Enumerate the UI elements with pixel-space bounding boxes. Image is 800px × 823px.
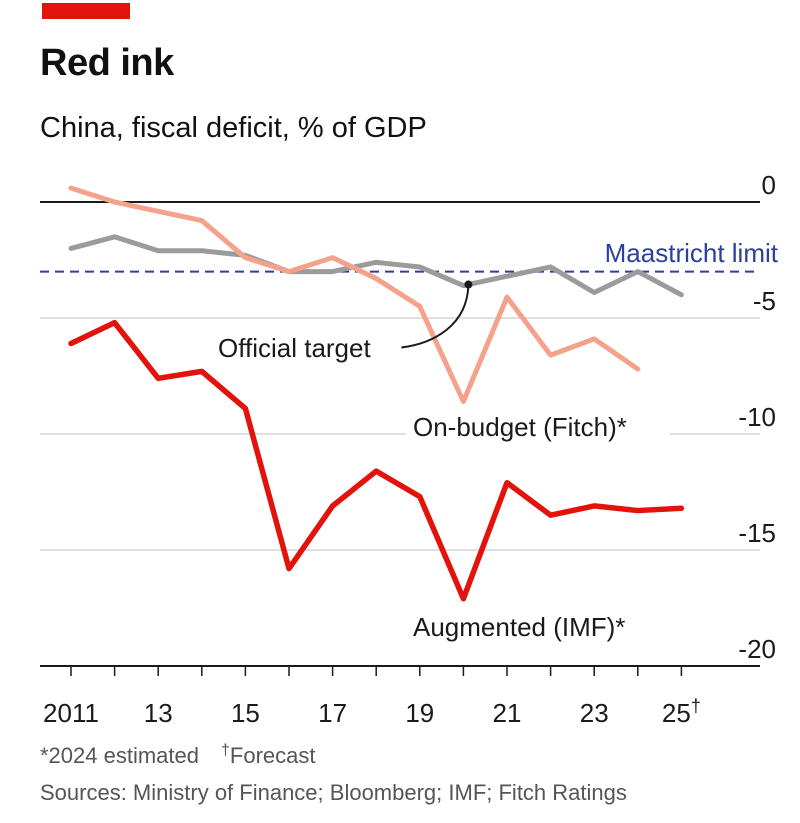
x-tick-label: 23	[580, 698, 609, 728]
y-tick-label: -10	[738, 402, 776, 432]
footnote-forecast: Forecast	[229, 743, 316, 769]
x-tick-label: 21	[493, 698, 522, 728]
series-line-augmented	[68, 319, 685, 602]
chart-subtitle: China, fiscal deficit, % of GDP	[40, 112, 427, 144]
augmented-label: Augmented (IMF)*	[413, 612, 625, 642]
official-target-marker	[464, 280, 473, 289]
official-target-label: Official target	[218, 333, 371, 363]
y-tick-label: -15	[738, 518, 776, 548]
line-chart: Maastricht limit Official target On-budg…	[40, 170, 779, 728]
series-line-official	[68, 234, 684, 298]
x-tick-forecast-mark: †	[691, 696, 701, 716]
official-target-leader-line	[401, 284, 470, 349]
x-tick-label: 2011	[43, 698, 99, 728]
x-tick-label: 19	[405, 698, 434, 728]
x-tick-label: 15	[231, 698, 260, 728]
x-tick-label: 25†	[662, 696, 701, 728]
y-tick-label: -20	[738, 634, 776, 664]
maastricht-limit-label: Maastricht limit	[605, 238, 779, 268]
x-tick-label: 17	[318, 698, 347, 728]
sources-note: Sources: Ministry of Finance; Bloomberg;…	[40, 780, 627, 805]
footnote: *2024 estimated †Forecast	[40, 742, 338, 769]
y-tick-label: -5	[753, 286, 776, 316]
on-budget-label-backdrop	[406, 404, 670, 444]
brand-accent-bar	[42, 3, 130, 19]
on-budget-label: On-budget (Fitch)*	[413, 412, 627, 442]
augmented-label-backdrop	[406, 604, 662, 644]
footnote-estimated: *2024 estimated	[40, 743, 199, 769]
chart-title: Red ink	[40, 42, 174, 84]
x-tick-label: 13	[144, 698, 173, 728]
y-tick-label: 0	[762, 170, 776, 200]
series-line-on-budget	[68, 185, 641, 405]
footnote-forecast-mark: †	[221, 742, 230, 759]
